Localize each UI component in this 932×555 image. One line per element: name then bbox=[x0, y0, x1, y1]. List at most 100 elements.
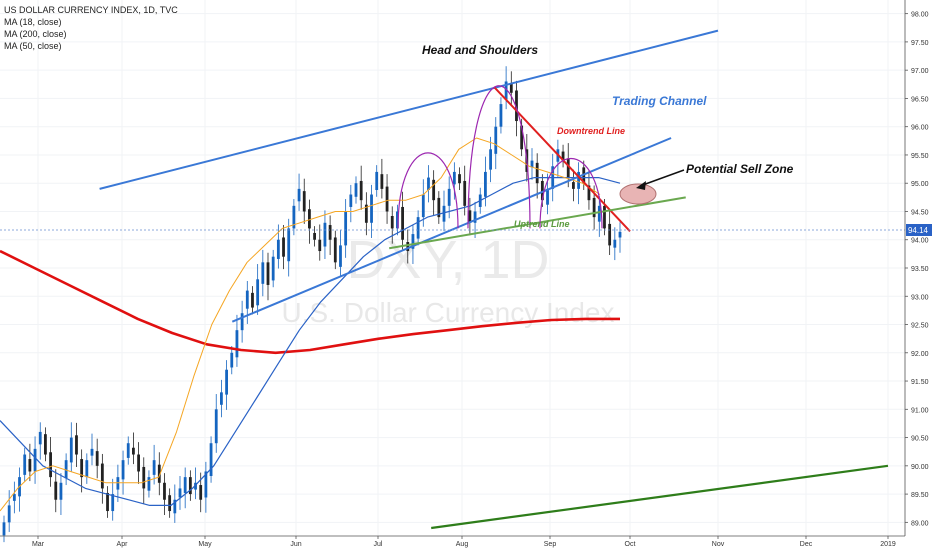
candle bbox=[385, 174, 389, 224]
candle-body bbox=[416, 217, 420, 239]
candle bbox=[188, 470, 192, 501]
uptrend-line[interactable] bbox=[389, 196, 686, 250]
candle bbox=[245, 281, 249, 324]
trading-channel-label: Trading Channel bbox=[612, 94, 707, 108]
price-tick-label: 93.50 bbox=[911, 266, 929, 273]
price-axis[interactable]: 98.00 97.50 97.00 96.50 96.00 95.50 95.00 94.50… bbox=[904, 0, 932, 550]
candle-body bbox=[354, 183, 358, 197]
candle-body bbox=[54, 481, 58, 500]
price-tag-value: 94.14 bbox=[908, 226, 929, 235]
candle-body bbox=[515, 90, 518, 122]
candle-body bbox=[385, 186, 389, 212]
candle bbox=[608, 208, 612, 255]
candle bbox=[163, 473, 166, 515]
candle-body bbox=[401, 206, 404, 240]
candle-body bbox=[437, 197, 441, 218]
candle-body bbox=[452, 171, 456, 185]
candle-body bbox=[49, 452, 52, 478]
candle-body bbox=[80, 459, 84, 478]
candle-body bbox=[199, 485, 203, 500]
legend[interactable]: US DOLLAR CURRENCY INDEX, 1D, TVC MA (18… bbox=[4, 4, 178, 52]
right-shoulder-arc[interactable] bbox=[539, 157, 603, 229]
candle-body bbox=[44, 434, 47, 455]
candle bbox=[132, 432, 135, 465]
candle bbox=[359, 165, 363, 210]
candle bbox=[370, 184, 373, 239]
candle-body bbox=[152, 460, 156, 475]
price-tick-label: 89.00 bbox=[911, 520, 929, 527]
candle bbox=[147, 470, 151, 498]
head-arc[interactable] bbox=[467, 85, 531, 229]
candle bbox=[427, 165, 430, 203]
candle-body bbox=[359, 180, 363, 201]
legend-ma18[interactable]: MA (18, close) bbox=[4, 17, 62, 27]
candle-body bbox=[142, 466, 146, 489]
head-and-shoulders-pattern[interactable] bbox=[397, 85, 603, 229]
candle-body bbox=[473, 211, 477, 223]
time-tick-label: 2019 bbox=[880, 541, 896, 548]
candle bbox=[287, 218, 291, 277]
candle bbox=[142, 457, 146, 504]
candle-body bbox=[432, 179, 436, 201]
candle bbox=[390, 206, 394, 244]
legend-ma50[interactable]: MA (50, close) bbox=[4, 41, 62, 51]
candle bbox=[292, 199, 296, 236]
candle bbox=[261, 249, 265, 297]
time-axis[interactable]: Mar Apr May Jun Jul Aug Sep Oct Nov Dec 2019 bbox=[0, 535, 905, 548]
candle bbox=[401, 191, 404, 250]
candle-body bbox=[613, 239, 617, 248]
head-and-shoulders-label: Head and Shoulders bbox=[422, 43, 538, 57]
candle-body bbox=[540, 180, 544, 201]
time-tick-label: Jul bbox=[374, 541, 383, 548]
candle-body bbox=[183, 477, 187, 493]
candle-body bbox=[447, 188, 451, 206]
sell-zone[interactable] bbox=[619, 169, 685, 205]
trading-channel-upper[interactable] bbox=[99, 29, 719, 190]
candle-body bbox=[38, 431, 42, 445]
candle bbox=[220, 379, 223, 418]
candle-body bbox=[7, 505, 11, 523]
candle-body bbox=[530, 160, 534, 168]
price-tick-label: 90.00 bbox=[911, 464, 929, 471]
ma200-line bbox=[0, 249, 620, 355]
candle bbox=[313, 226, 316, 247]
time-tick-label: Jun bbox=[290, 541, 301, 548]
candle-body bbox=[406, 242, 410, 252]
candle-body bbox=[178, 488, 182, 498]
candle bbox=[90, 433, 94, 466]
legend-title[interactable]: US DOLLAR CURRENCY INDEX, 1D, TVC bbox=[4, 5, 178, 15]
price-tick-label: 92.00 bbox=[911, 351, 929, 358]
candle-body bbox=[561, 151, 565, 161]
candle bbox=[121, 450, 125, 495]
ma50-line bbox=[0, 177, 621, 506]
candle bbox=[577, 162, 580, 205]
price-tick-label: 93.00 bbox=[911, 294, 929, 301]
candle bbox=[282, 225, 285, 270]
candle-body bbox=[375, 171, 379, 190]
price-tick-label: 95.50 bbox=[911, 153, 929, 160]
candle-body bbox=[509, 83, 513, 93]
price-tick-label: 94.00 bbox=[911, 238, 929, 245]
candle bbox=[75, 422, 78, 467]
candle bbox=[561, 144, 565, 168]
candle bbox=[375, 165, 379, 197]
long-trend-line[interactable] bbox=[431, 464, 889, 530]
sell-zone-ellipse[interactable] bbox=[619, 183, 657, 205]
price-tick-label: 98.00 bbox=[911, 12, 929, 19]
candle-body bbox=[463, 180, 467, 206]
candle bbox=[349, 184, 353, 223]
candle-body bbox=[592, 197, 596, 218]
candle bbox=[597, 196, 601, 237]
candle-body bbox=[261, 262, 265, 284]
candle-body bbox=[245, 290, 249, 309]
left-shoulder-arc[interactable] bbox=[397, 152, 459, 229]
time-tick-label: Sep bbox=[544, 541, 557, 548]
trend-lines[interactable] bbox=[99, 29, 889, 530]
candle-body bbox=[147, 477, 151, 491]
trading-channel-lower[interactable] bbox=[231, 137, 672, 323]
candle bbox=[64, 453, 68, 486]
legend-ma200[interactable]: MA (200, close) bbox=[4, 29, 67, 39]
candle-body bbox=[33, 448, 37, 472]
